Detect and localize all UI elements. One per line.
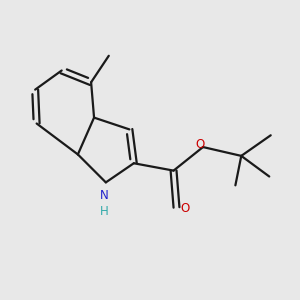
Text: O: O	[180, 202, 189, 215]
Text: H: H	[100, 206, 109, 218]
Text: N: N	[100, 189, 109, 202]
Text: O: O	[195, 138, 205, 151]
